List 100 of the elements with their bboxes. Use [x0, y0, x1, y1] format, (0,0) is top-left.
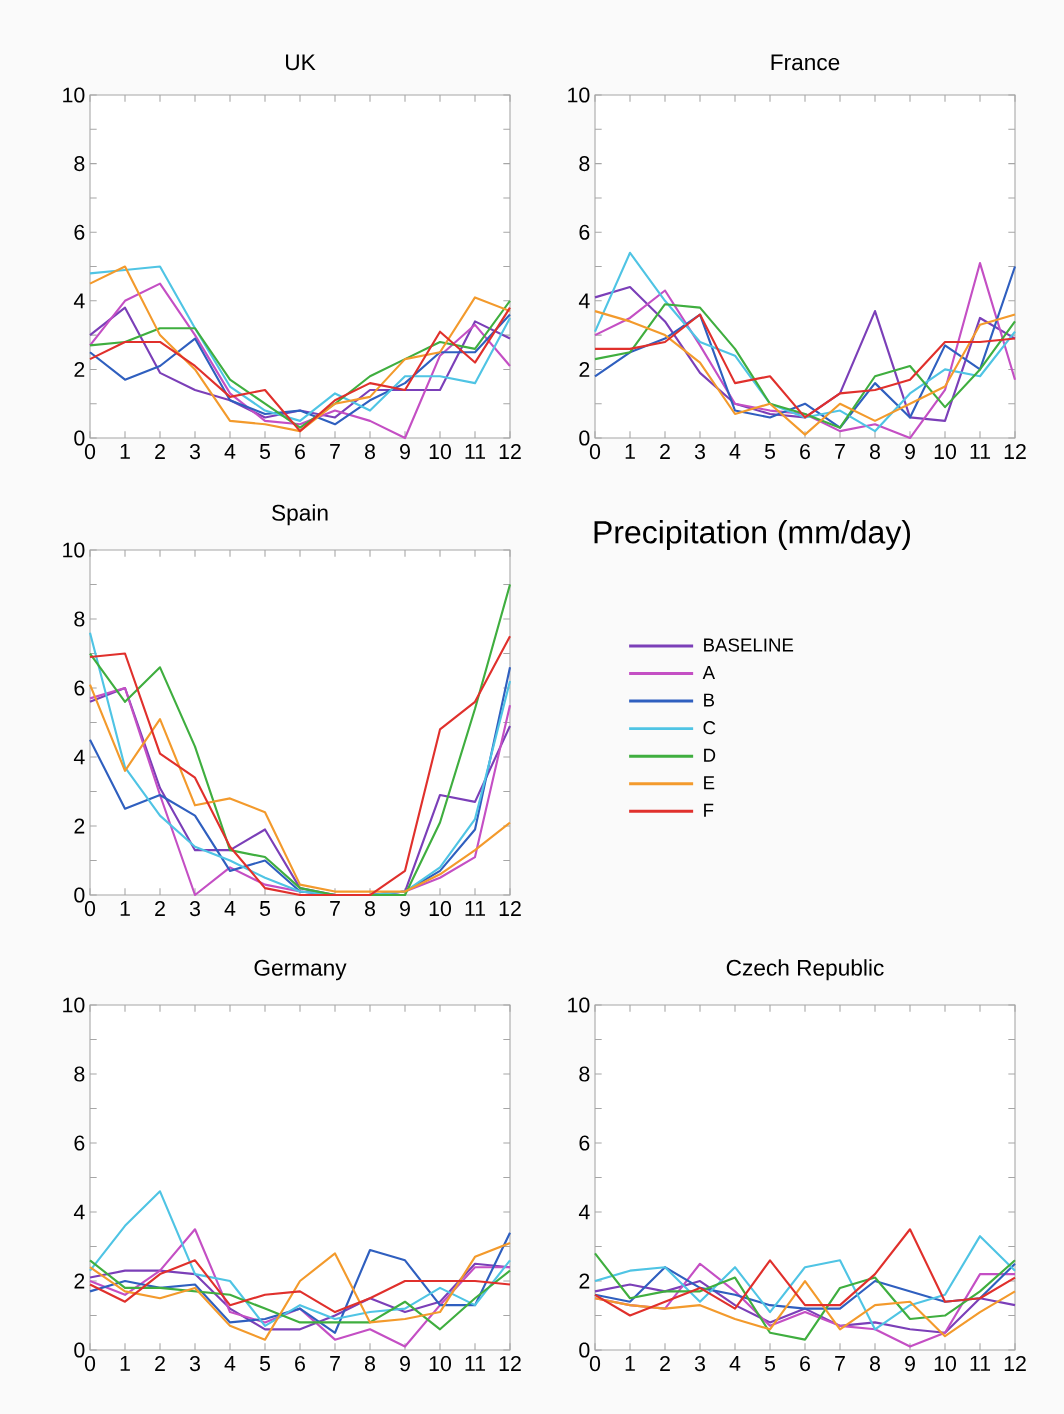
x-tick-label: 10: [429, 444, 452, 460]
x-tick-label: 4: [729, 444, 741, 459]
line-series: [88, 1190, 512, 1327]
x-tick-label: 12: [1004, 444, 1026, 459]
y-tick-label: 2: [74, 1273, 85, 1289]
line-series: [593, 1228, 1017, 1317]
x-tick-label: 7: [330, 444, 340, 459]
y-tick-label: 10: [63, 87, 85, 103]
y-tick-label: 8: [74, 1066, 85, 1082]
x-tick-label: 0: [589, 444, 601, 460]
x-tick-label: 1: [625, 1356, 635, 1371]
chart-title: Czech Republic: [726, 959, 884, 981]
x-tick-label: 2: [155, 444, 165, 459]
legend-label: C: [703, 721, 716, 735]
x-tick-label: 7: [330, 1356, 340, 1371]
legend-label: F: [704, 803, 714, 817]
x-tick-label: 8: [364, 444, 375, 460]
y-tick-label: 10: [568, 87, 590, 103]
x-tick-label: 11: [465, 444, 486, 459]
x-tick-label: 7: [330, 901, 340, 916]
x-tick-label: 4: [729, 1356, 741, 1371]
x-tick-label: 10: [429, 901, 452, 917]
x-tick-label: 1: [120, 901, 130, 916]
x-tick-label: 12: [1004, 1356, 1026, 1371]
x-tick-label: 8: [869, 1356, 880, 1372]
x-tick-label: 3: [189, 444, 200, 460]
chart-title: UK: [286, 54, 316, 71]
y-tick-label: 2: [74, 818, 85, 834]
x-tick-label: 11: [465, 901, 486, 916]
x-tick-label: 8: [364, 901, 375, 917]
legend-label: E: [704, 776, 715, 790]
legend-label: B: [704, 693, 715, 707]
x-tick-label: 0: [84, 1356, 96, 1372]
x-tick-label: 2: [155, 1356, 165, 1371]
y-tick-label: 6: [74, 224, 85, 240]
y-tick-label: 4: [73, 749, 85, 765]
x-tick-label: 11: [970, 444, 991, 459]
x-tick-label: 1: [120, 1356, 130, 1371]
y-tick-label: 8: [74, 611, 85, 627]
x-tick-label: 12: [499, 901, 521, 916]
x-tick-label: 6: [800, 1356, 810, 1372]
y-tick-label: 4: [73, 293, 85, 309]
x-tick-label: 0: [589, 1356, 601, 1372]
x-tick-label: 10: [934, 1356, 957, 1372]
chart-title: France: [771, 54, 840, 71]
x-tick-label: 5: [764, 444, 776, 459]
y-tick-label: 6: [74, 1135, 85, 1151]
y-tick-label: 4: [578, 293, 590, 309]
x-tick-label: 9: [400, 1356, 410, 1372]
x-tick-label: 6: [295, 444, 305, 460]
x-tick-label: 5: [259, 444, 271, 459]
x-tick-label: 8: [869, 444, 880, 460]
x-tick-label: 6: [295, 1356, 305, 1372]
x-tick-label: 3: [694, 1356, 705, 1372]
y-tick-label: 6: [579, 224, 590, 240]
x-tick-label: 4: [224, 901, 236, 916]
y-tick-label: 10: [63, 997, 85, 1013]
y-tick-label: 0: [74, 887, 85, 903]
y-tick-label: 4: [578, 1204, 590, 1220]
x-tick-label: 10: [429, 1356, 452, 1372]
x-tick-label: 2: [660, 1356, 670, 1371]
legend-label: A: [702, 666, 716, 679]
y-tick-label: 0: [579, 430, 590, 446]
x-tick-label: 4: [224, 1356, 236, 1371]
x-tick-label: 9: [400, 444, 410, 460]
y-tick-label: 10: [568, 997, 590, 1013]
x-tick-label: 11: [970, 1356, 991, 1371]
y-tick-label: 2: [579, 361, 590, 377]
x-tick-label: 0: [84, 444, 96, 460]
line-series: [593, 1252, 1017, 1341]
x-tick-label: 9: [905, 444, 915, 460]
y-tick-label: 8: [579, 1066, 590, 1082]
x-tick-label: 1: [120, 444, 130, 459]
x-tick-label: 2: [155, 901, 165, 916]
legend-label: BASELINE: [704, 638, 794, 652]
x-tick-label: 12: [499, 444, 521, 459]
line-series: [593, 313, 1017, 419]
y-tick-label: 8: [74, 156, 85, 172]
chart-title: Germany: [254, 959, 347, 981]
x-tick-label: 5: [259, 1356, 271, 1371]
y-tick-label: 2: [579, 1273, 590, 1289]
line-series: [593, 286, 1017, 422]
x-tick-label: 5: [764, 1356, 776, 1371]
x-tick-label: 11: [465, 1356, 486, 1371]
line-series: [593, 1235, 1017, 1331]
y-tick-label: 8: [579, 156, 590, 172]
x-tick-label: 7: [835, 1356, 845, 1371]
x-tick-label: 6: [295, 901, 305, 917]
x-tick-label: 3: [189, 1356, 200, 1372]
x-tick-label: 0: [84, 901, 96, 917]
legend-label: D: [704, 748, 716, 762]
x-tick-label: 3: [189, 901, 200, 917]
x-tick-label: 9: [905, 1356, 915, 1372]
x-tick-label: 2: [660, 444, 670, 459]
y-tick-label: 6: [74, 680, 85, 696]
y-tick-label: 0: [74, 430, 85, 446]
x-tick-label: 9: [400, 901, 410, 917]
chart-title: Spain: [272, 504, 328, 526]
x-tick-label: 1: [625, 444, 635, 459]
y-tick-label: 4: [73, 1204, 85, 1220]
